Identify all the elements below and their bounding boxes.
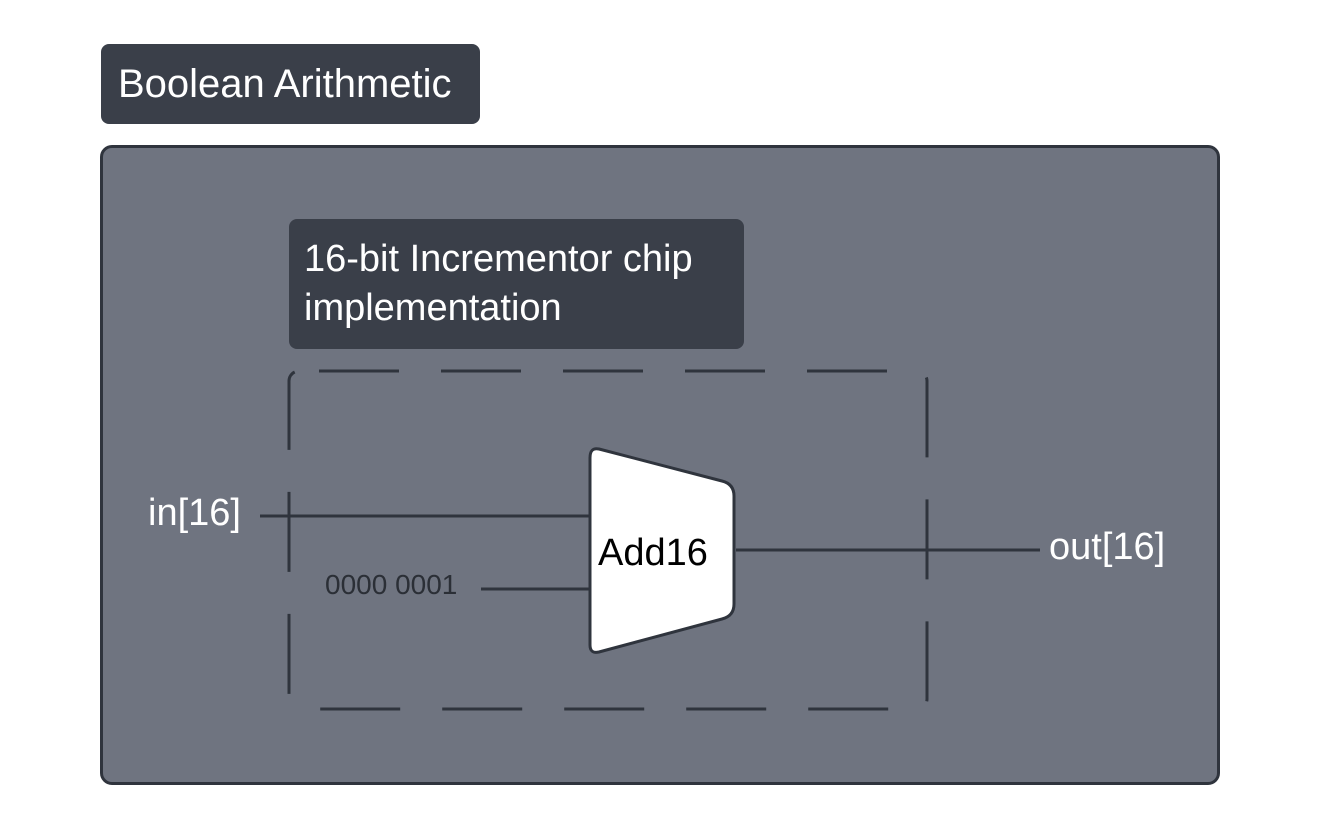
chip-boundary — [287, 369, 929, 711]
chip-title-line-2: implementation — [304, 287, 562, 329]
add16-label: Add16 — [598, 532, 708, 574]
chip-title: 16-bit Incrementor chip implementation — [289, 219, 744, 349]
constant-label: 0000 0001 — [325, 569, 458, 600]
out-label: out[16] — [1049, 526, 1166, 568]
in-label: in[16] — [148, 492, 241, 534]
chip-title-line-1: 16-bit Incrementor chip — [304, 238, 693, 280]
add16-gate — [588, 447, 736, 654]
section-title: Boolean Arithmetic — [101, 44, 480, 124]
